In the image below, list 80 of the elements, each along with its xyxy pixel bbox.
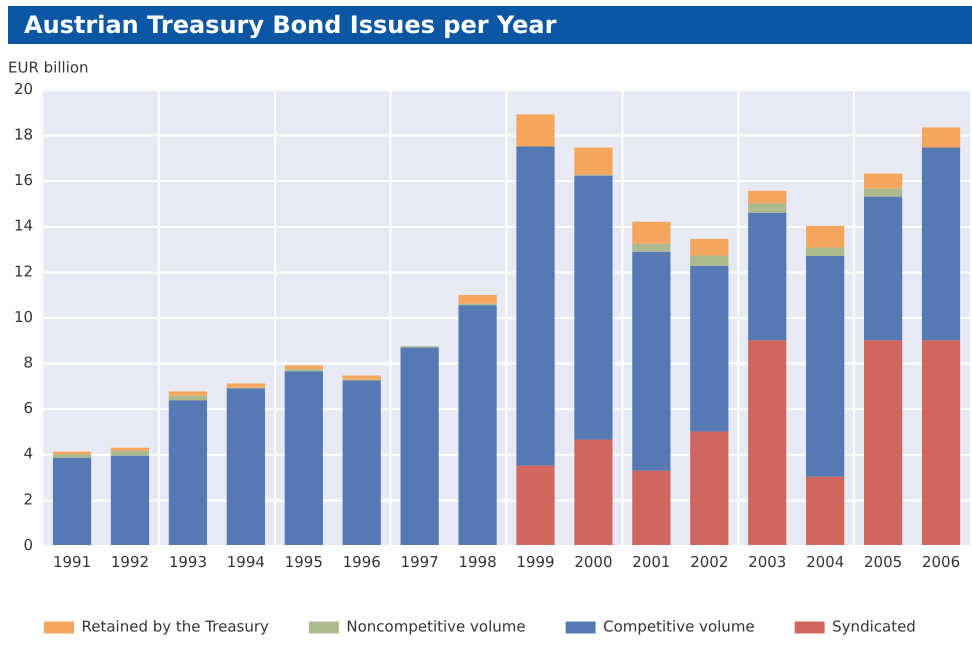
bar	[632, 222, 670, 244]
bar	[110, 448, 150, 451]
legend-label: Syndicated	[832, 617, 916, 636]
x-tick-label: 2003	[748, 552, 786, 571]
bar	[922, 127, 960, 148]
y-tick-label: 12	[14, 262, 34, 280]
bar	[458, 294, 497, 304]
bar	[574, 176, 613, 440]
bar	[516, 146, 555, 466]
bar	[400, 348, 439, 545]
bar	[516, 466, 555, 545]
bar	[226, 388, 265, 545]
bar	[690, 238, 728, 256]
bar	[748, 190, 786, 204]
bar	[110, 450, 150, 456]
y-tick-label: 20	[14, 80, 34, 98]
bar	[690, 256, 728, 266]
x-tick-label: 1991	[52, 552, 92, 571]
x-tick-label: 1998	[458, 552, 497, 571]
y-tick-label: 6	[24, 399, 34, 418]
bar	[574, 440, 613, 545]
bar	[922, 147, 960, 340]
bar	[110, 456, 150, 545]
y-tick-label: 4	[24, 444, 34, 463]
x-tick-label: 2005	[864, 552, 902, 571]
bar	[284, 365, 323, 370]
bar	[168, 396, 208, 401]
x-tick-label: 2000	[574, 552, 613, 571]
y-axis-title: EUR billion	[8, 58, 89, 76]
bar	[864, 174, 902, 189]
bar	[342, 375, 381, 380]
legend-label: Noncompetitive volume	[346, 617, 526, 636]
bar	[458, 305, 497, 545]
x-tick-label: 1995	[284, 552, 323, 571]
bar	[748, 212, 786, 340]
bar	[864, 340, 902, 545]
bar	[52, 458, 92, 545]
bar	[864, 196, 902, 340]
bar	[284, 371, 323, 545]
bar	[806, 226, 844, 248]
bar	[748, 340, 786, 545]
y-tick-label: 8	[24, 353, 34, 372]
bar	[574, 147, 613, 175]
bar	[806, 248, 844, 256]
bar	[806, 256, 844, 477]
x-tick-label: 1994	[226, 552, 265, 571]
bar	[632, 470, 670, 545]
x-tick-label: 1997	[400, 552, 439, 571]
y-tick-label: 2	[24, 490, 34, 508]
legend-label: Competitive volume	[603, 617, 755, 636]
x-tick-label: 2004	[806, 552, 844, 571]
chart-title: Austrian Treasury Bond Issues per Year	[8, 6, 972, 44]
bar	[342, 380, 381, 545]
x-tick-label: 2001	[632, 552, 670, 571]
bar	[690, 266, 728, 432]
legend-label: Retained by the Treasury	[82, 617, 269, 636]
y-tick-label: 10	[14, 308, 34, 326]
bar	[864, 188, 902, 197]
bar	[690, 432, 728, 545]
y-tick-label: 16	[14, 171, 34, 190]
bar	[168, 400, 208, 545]
bar	[516, 114, 555, 147]
bar	[52, 454, 92, 458]
x-tick-label: 1992	[110, 552, 150, 571]
bar	[632, 244, 670, 252]
bar	[168, 391, 208, 396]
bar	[922, 340, 960, 545]
bar	[748, 203, 786, 213]
bar	[632, 252, 670, 471]
y-tick-label: 14	[14, 216, 34, 235]
bar	[52, 452, 92, 454]
x-tick-label: 2002	[690, 552, 728, 571]
bar	[806, 476, 844, 545]
y-tick-label: 18	[14, 125, 34, 144]
bar	[226, 383, 265, 388]
y-tick-label: 0	[24, 536, 34, 554]
x-tick-label: 2006	[922, 552, 960, 571]
x-tick-label: 1999	[516, 552, 555, 571]
x-tick-label: 1993	[168, 552, 208, 571]
x-tick-label: 1996	[342, 552, 381, 571]
